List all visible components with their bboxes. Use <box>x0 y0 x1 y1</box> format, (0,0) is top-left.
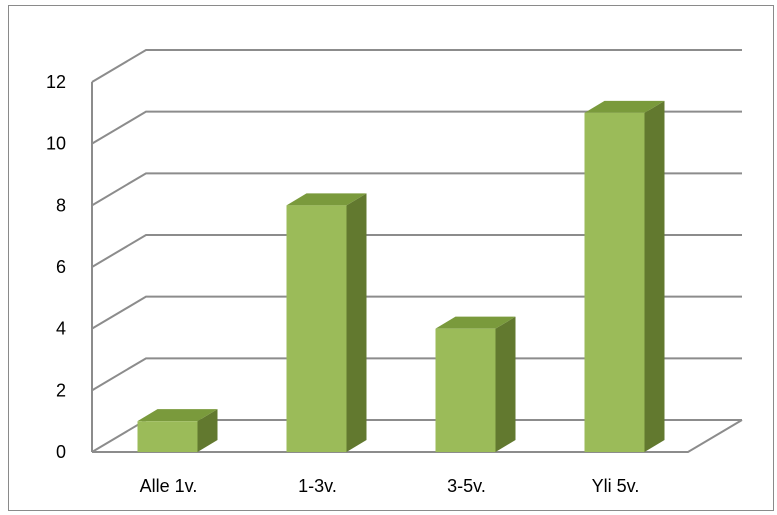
x-category-label: Yli 5v. <box>592 476 640 496</box>
bar <box>584 100 665 452</box>
gridline <box>91 49 742 83</box>
y-axis-ticks: 0 2 4 6 8 10 12 <box>46 72 66 462</box>
bar-front <box>286 205 347 452</box>
y-tick-label: 10 <box>46 134 66 154</box>
bar-side <box>197 409 218 452</box>
bar-side <box>495 316 516 452</box>
y-tick-label: 0 <box>56 442 66 462</box>
y-tick-label: 12 <box>46 72 66 92</box>
bar-top <box>584 100 665 113</box>
y-tick-label: 8 <box>56 195 66 215</box>
gridlines <box>91 49 742 453</box>
x-category-label: 3-5v. <box>447 476 486 496</box>
bar <box>435 316 516 452</box>
bar-top <box>286 193 367 206</box>
bar-front <box>137 421 198 452</box>
gridline <box>91 110 742 145</box>
bar-front <box>435 328 496 452</box>
gridline <box>91 234 742 268</box>
bar-front <box>584 112 645 452</box>
bar <box>137 409 218 452</box>
gridline <box>91 172 742 207</box>
bar-side <box>644 100 665 452</box>
y-tick-label: 2 <box>56 380 66 400</box>
bar-side <box>346 193 367 453</box>
y-tick-label: 6 <box>56 257 66 277</box>
bars <box>137 100 665 453</box>
gridline <box>91 295 742 330</box>
bar-top <box>137 409 218 422</box>
y-tick-label: 4 <box>56 319 66 339</box>
bar-top <box>435 316 516 329</box>
bar <box>286 193 367 453</box>
gridline <box>91 357 742 392</box>
x-category-label: 1-3v. <box>298 476 337 496</box>
x-axis-labels: Alle 1v. 1-3v. 3-5v. Yli 5v. <box>140 476 640 496</box>
x-category-label: Alle 1v. <box>140 476 198 496</box>
